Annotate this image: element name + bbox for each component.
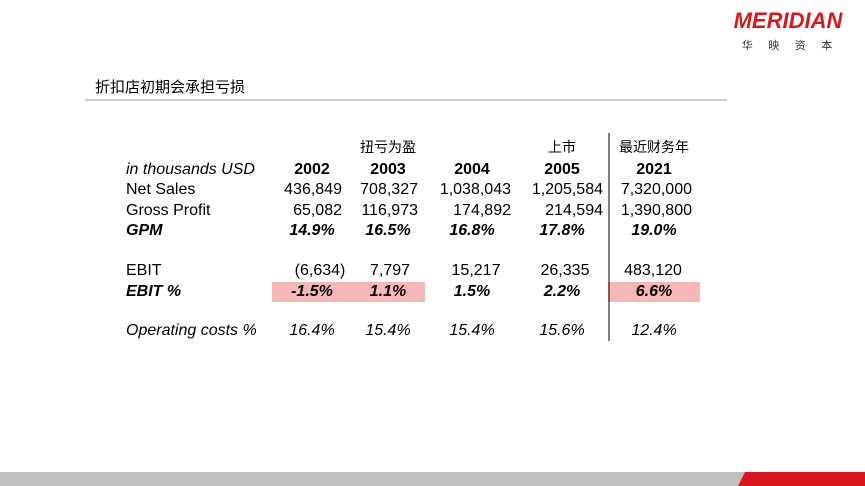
- cell: 1.5%: [454, 283, 490, 300]
- cell: 15.4%: [365, 322, 410, 339]
- cell: 26,335: [541, 262, 590, 279]
- cell: 17.8%: [539, 222, 584, 239]
- row-label: EBIT: [126, 262, 162, 279]
- cell: 1,390,800: [621, 202, 692, 219]
- column-note: 最近财务年: [619, 140, 689, 156]
- column-header: 2004: [454, 161, 490, 178]
- table: 扭亏为盈 上市 最近财务年 in thousands USD 2002 2003 2004 2…: [126, 139, 692, 339]
- cell: 65,082: [293, 202, 342, 219]
- logo: MERIDIAN: [734, 8, 844, 33]
- footer-bar: [0, 472, 760, 486]
- cell: 214,594: [545, 202, 603, 219]
- cell: 15,217: [452, 262, 501, 279]
- cell: 14.9%: [289, 222, 334, 239]
- cell: 15.4%: [449, 322, 494, 339]
- column-header: 2003: [370, 161, 406, 178]
- cell: 16.5%: [365, 222, 410, 239]
- column-header: 2021: [636, 161, 672, 178]
- unit-label: in thousands USD: [126, 161, 255, 178]
- row-label: Net Sales: [126, 181, 195, 198]
- cell: 436,849: [284, 181, 342, 198]
- cell: 116,973: [361, 202, 418, 219]
- cell: 174,892: [453, 202, 511, 219]
- slide-title: 折扣店初期会承担亏损: [95, 78, 245, 96]
- highlight: [608, 282, 700, 302]
- logo-subtitle: 华 映 资 本: [742, 38, 839, 52]
- cell: 16.4%: [289, 322, 334, 339]
- cell: 1.1%: [370, 283, 406, 300]
- cell: 7,797: [370, 262, 410, 279]
- highlight: [272, 282, 425, 302]
- column-header: 2002: [294, 161, 330, 178]
- column-note: 扭亏为盈: [360, 140, 416, 156]
- row-label: Gross Profit: [126, 202, 211, 219]
- cell: 1,038,043: [440, 181, 511, 198]
- row-label: GPM: [126, 222, 163, 239]
- cell: (6,634): [295, 262, 346, 279]
- cell: 15.6%: [539, 322, 584, 339]
- row-label: EBIT %: [126, 283, 181, 300]
- cell: 6.6%: [636, 283, 672, 300]
- cell: 483,120: [624, 262, 682, 279]
- cell: 16.8%: [449, 222, 494, 239]
- column-header: 2005: [544, 161, 580, 178]
- cell: 2.2%: [543, 283, 580, 300]
- cell: 708,327: [360, 181, 418, 198]
- column-note: 上市: [548, 139, 576, 156]
- cell: -1.5%: [291, 283, 333, 300]
- cell: 7,320,000: [621, 181, 692, 198]
- footer-accent: [738, 472, 865, 486]
- cell: 19.0%: [631, 222, 676, 239]
- row-label: Operating costs %: [126, 322, 257, 339]
- cell: 1,205,584: [532, 181, 603, 198]
- cell: 12.4%: [631, 322, 676, 339]
